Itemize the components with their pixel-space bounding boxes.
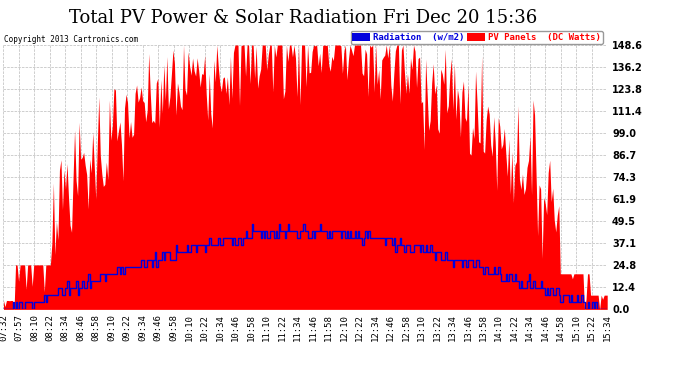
Text: Copyright 2013 Cartronics.com: Copyright 2013 Cartronics.com (4, 34, 138, 44)
Text: Total PV Power & Solar Radiation Fri Dec 20 15:36: Total PV Power & Solar Radiation Fri Dec… (70, 9, 538, 27)
Legend: Radiation  (w/m2), PV Panels  (DC Watts): Radiation (w/m2), PV Panels (DC Watts) (351, 31, 602, 44)
